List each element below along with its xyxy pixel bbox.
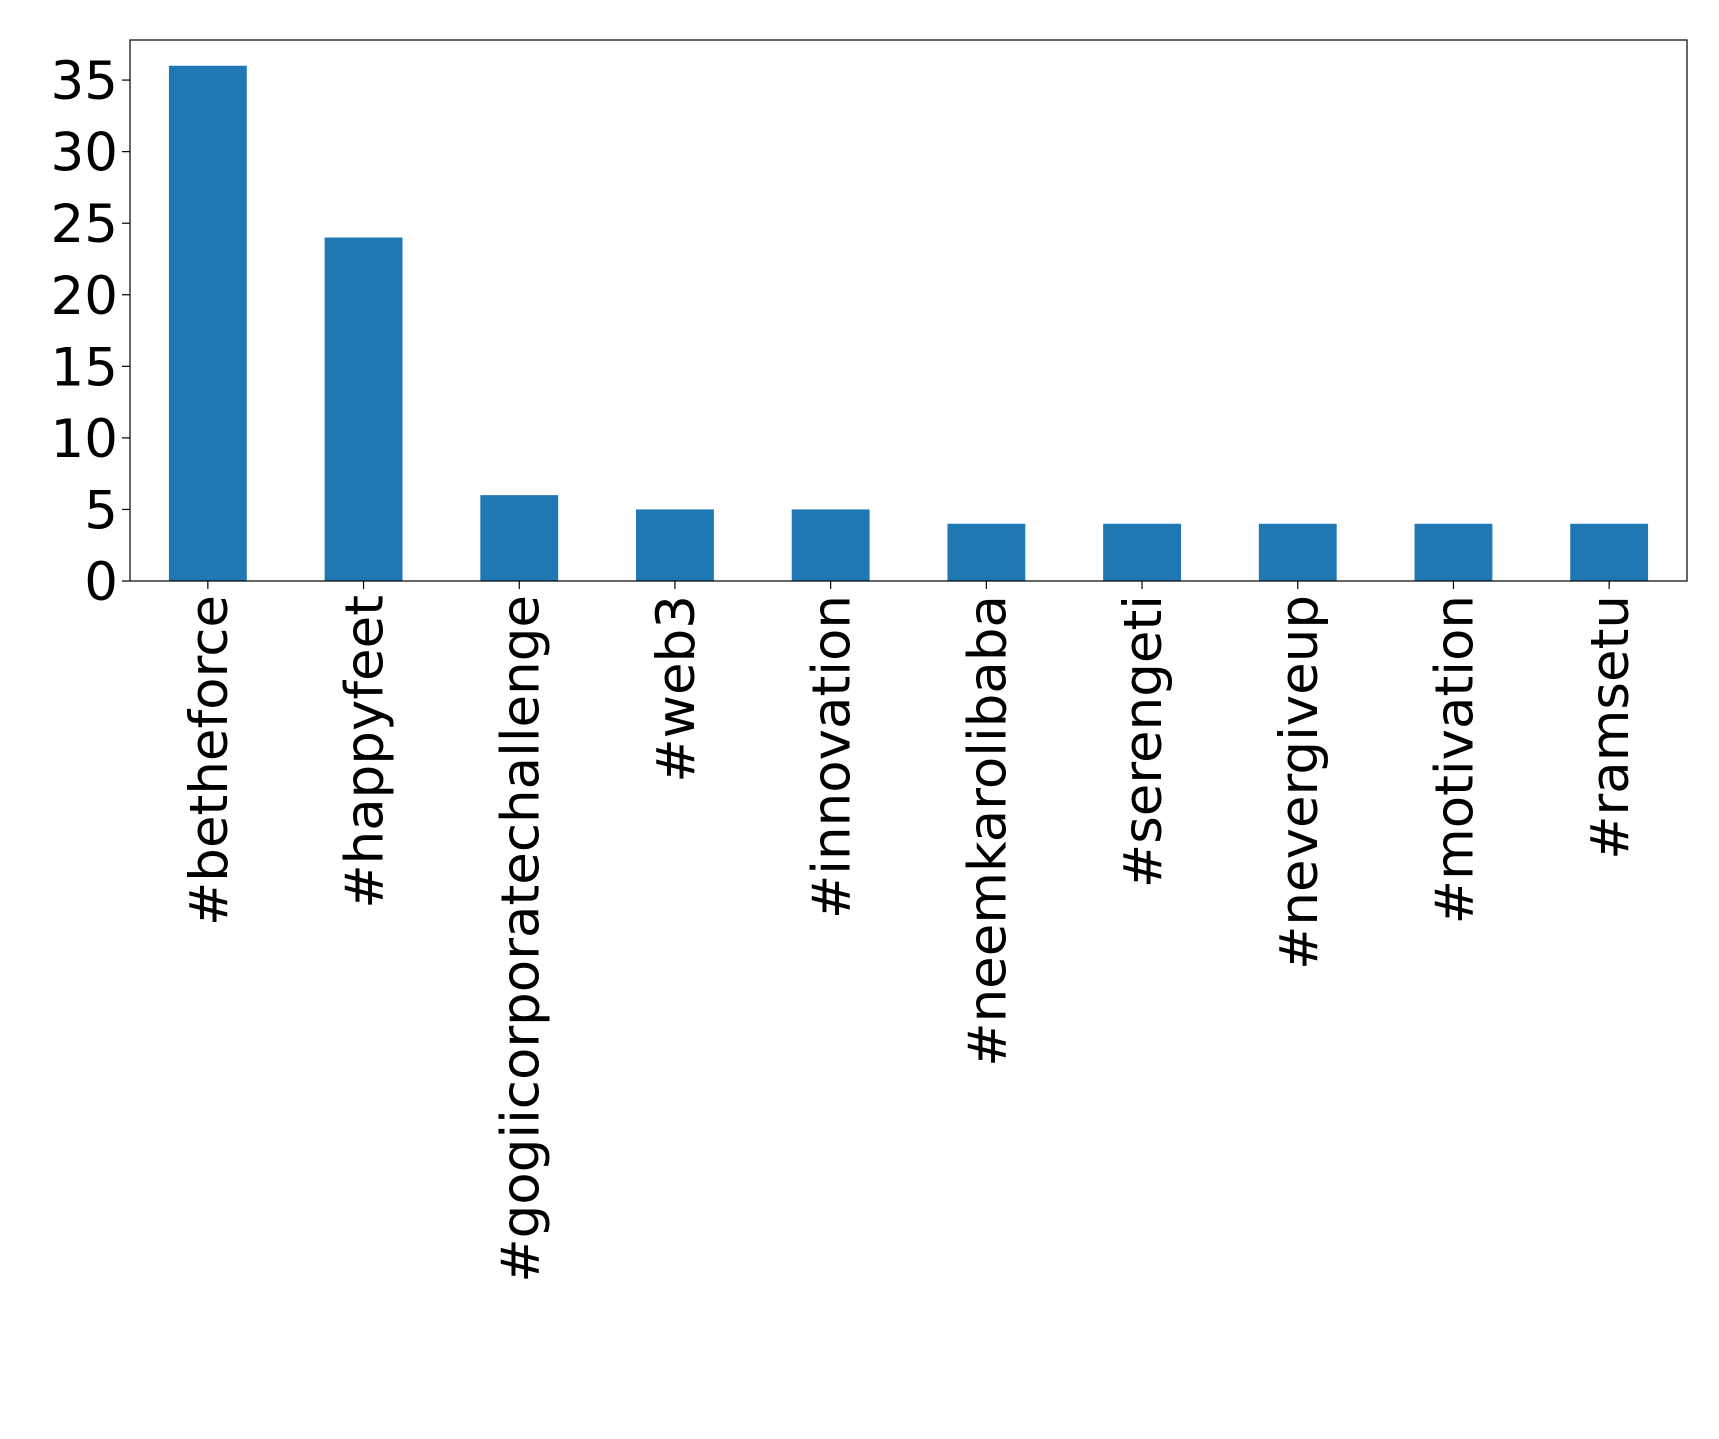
bar bbox=[1414, 523, 1493, 581]
bar bbox=[168, 65, 247, 581]
bar bbox=[324, 237, 403, 581]
y-tick-label: 20 bbox=[51, 266, 118, 327]
y-tick-label: 0 bbox=[84, 552, 118, 613]
y-tick-label: 15 bbox=[51, 337, 118, 398]
y-tick-label: 30 bbox=[51, 123, 118, 184]
x-tick-label: #neemkarolibaba bbox=[957, 595, 1018, 1067]
y-tick-label: 35 bbox=[51, 51, 118, 112]
bar bbox=[1103, 523, 1181, 581]
x-tick-label: #motivation bbox=[1424, 595, 1485, 924]
y-tick-label: 10 bbox=[51, 409, 118, 470]
y-tick-label: 25 bbox=[51, 194, 118, 255]
x-tick-label: #happyfeet bbox=[335, 595, 396, 909]
x-tick-label: #ramsetu bbox=[1580, 595, 1641, 860]
bar bbox=[636, 509, 714, 581]
bar bbox=[480, 495, 559, 581]
x-tick-label: #innovation bbox=[802, 595, 863, 919]
x-tick-label: #gogiicorporatechallenge bbox=[490, 595, 551, 1283]
x-tick-label: #betheforce bbox=[179, 595, 240, 926]
bar bbox=[1258, 523, 1337, 581]
x-tick-label: #nevergiveup bbox=[1269, 595, 1330, 970]
x-tick-label: #web3 bbox=[646, 595, 707, 783]
x-tick-label: #serengeti bbox=[1113, 595, 1174, 888]
bar bbox=[1570, 523, 1649, 581]
plot-frame bbox=[129, 39, 1688, 582]
bar bbox=[791, 509, 870, 581]
bar bbox=[947, 523, 1026, 581]
y-tick-label: 5 bbox=[84, 480, 118, 541]
